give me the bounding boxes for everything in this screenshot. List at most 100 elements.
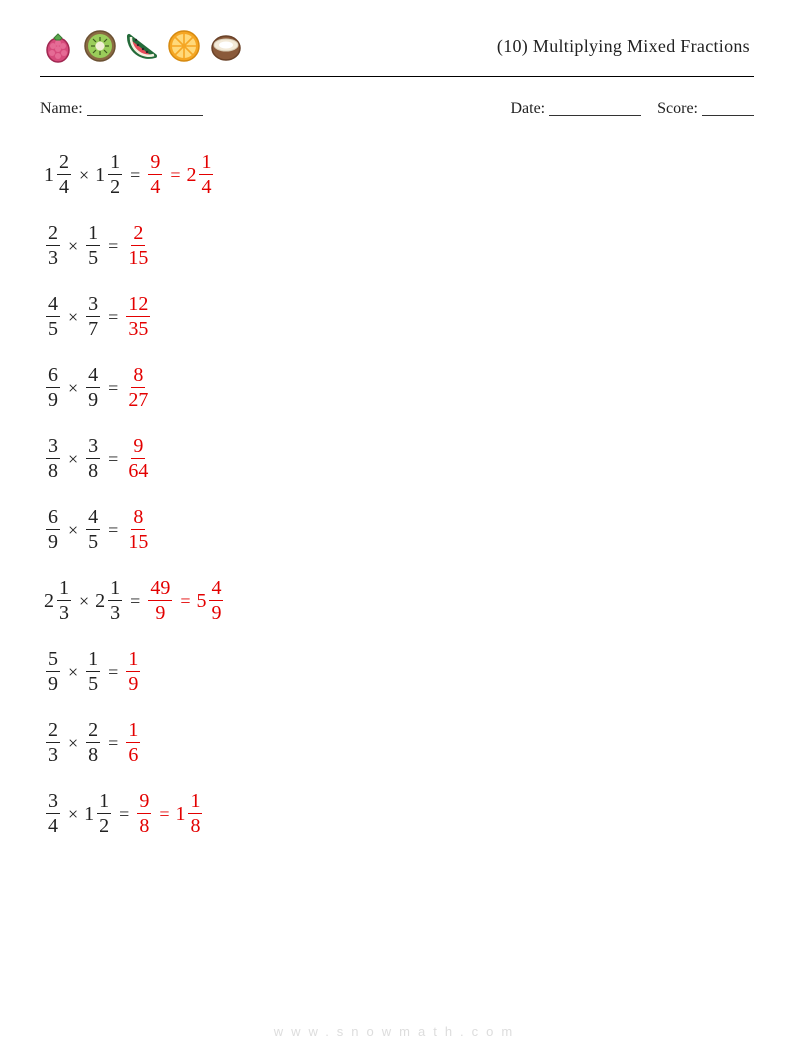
times-operator: × [79, 592, 89, 610]
denominator: 9 [209, 601, 223, 623]
score-label: Score: [657, 100, 698, 117]
denominator: 35 [126, 317, 150, 339]
times-operator: × [68, 521, 78, 539]
problem-row: 69×49=827 [44, 365, 754, 410]
fraction: 19 [126, 649, 140, 694]
fraction: 827 [126, 365, 150, 410]
equals-sign: = [159, 805, 169, 823]
page: (10) Multiplying Mixed Fractions Name: D… [0, 0, 794, 1053]
whole-part: 2 [95, 591, 105, 611]
fraction: 59 [46, 649, 60, 694]
denominator: 6 [126, 743, 140, 765]
denominator: 8 [188, 814, 202, 836]
fraction: 1235 [126, 294, 150, 339]
fraction: 499 [148, 578, 172, 623]
problem-row: 38×38=964 [44, 436, 754, 481]
fraction: 13 [57, 578, 71, 623]
answer: 964 [124, 436, 152, 481]
times-operator: × [68, 379, 78, 397]
times-operator: × [68, 663, 78, 681]
header: (10) Multiplying Mixed Fractions [40, 28, 754, 77]
denominator: 3 [108, 601, 122, 623]
numerator: 5 [46, 649, 60, 672]
numerator: 1 [108, 152, 122, 175]
denominator: 9 [153, 601, 167, 623]
fraction: 38 [86, 436, 100, 481]
numerator: 3 [46, 436, 60, 459]
fraction: 215 [126, 223, 150, 268]
numerator: 8 [131, 365, 145, 388]
coconut-icon [208, 28, 244, 64]
kiwi-icon [82, 28, 118, 64]
numerator: 1 [126, 649, 140, 672]
fraction: 45 [86, 507, 100, 552]
numerator: 6 [46, 507, 60, 530]
problem-row: 124×112=94=214 [44, 152, 754, 197]
numerator: 1 [188, 791, 202, 814]
whole-part: 1 [44, 165, 54, 185]
name-blank[interactable] [87, 102, 203, 116]
fraction: 98 [137, 791, 151, 836]
numerator: 1 [97, 791, 111, 814]
denominator: 15 [126, 246, 150, 268]
equals-sign: = [108, 450, 118, 468]
whole-part: 2 [44, 591, 54, 611]
equals-sign: = [108, 521, 118, 539]
fraction: 24 [57, 152, 71, 197]
watermelon-icon [124, 28, 160, 64]
numerator: 1 [86, 649, 100, 672]
denominator: 3 [57, 601, 71, 623]
denominator: 5 [46, 317, 60, 339]
score-blank[interactable] [702, 102, 754, 116]
date-label: Date: [510, 100, 545, 117]
whole-part: 5 [196, 591, 206, 611]
problem-row: 59×15=19 [44, 649, 754, 694]
answer: 815 [124, 507, 152, 552]
numerator: 4 [209, 578, 223, 601]
equals-sign: = [108, 734, 118, 752]
date-blank[interactable] [549, 102, 641, 116]
fruit-icon-row [40, 28, 244, 64]
denominator: 4 [57, 175, 71, 197]
fraction: 45 [46, 294, 60, 339]
fraction: 13 [108, 578, 122, 623]
times-operator: × [68, 805, 78, 823]
fraction: 23 [46, 223, 60, 268]
times-operator: × [68, 237, 78, 255]
fraction: 14 [199, 152, 213, 197]
page-title: (10) Multiplying Mixed Fractions [497, 36, 754, 57]
numerator: 1 [57, 578, 71, 601]
fraction: 815 [126, 507, 150, 552]
equals-sign: = [108, 237, 118, 255]
whole-part: 1 [84, 804, 94, 824]
numerator: 4 [86, 365, 100, 388]
denominator: 8 [86, 743, 100, 765]
numerator: 2 [46, 720, 60, 743]
problem-row: 34×112=98=118 [44, 791, 754, 836]
denominator: 15 [126, 530, 150, 552]
times-operator: × [68, 450, 78, 468]
denominator: 3 [46, 743, 60, 765]
answer: 1235 [124, 294, 152, 339]
equals-sign: = [130, 592, 140, 610]
answer: 94=214 [146, 152, 215, 197]
equals-sign: = [108, 379, 118, 397]
denominator: 8 [46, 459, 60, 481]
name-label: Name: [40, 100, 83, 117]
whole-part: 1 [175, 804, 185, 824]
info-row: Name: Date: Score: [40, 99, 754, 118]
fraction: 28 [86, 720, 100, 765]
numerator: 4 [46, 294, 60, 317]
fraction: 964 [126, 436, 150, 481]
answer: 215 [124, 223, 152, 268]
numerator: 9 [131, 436, 145, 459]
fraction: 16 [126, 720, 140, 765]
numerator: 2 [131, 223, 145, 246]
denominator: 5 [86, 246, 100, 268]
denominator: 4 [148, 175, 162, 197]
raspberry-icon [40, 28, 76, 64]
denominator: 9 [126, 672, 140, 694]
fraction: 34 [46, 791, 60, 836]
denominator: 4 [46, 814, 60, 836]
denominator: 8 [86, 459, 100, 481]
